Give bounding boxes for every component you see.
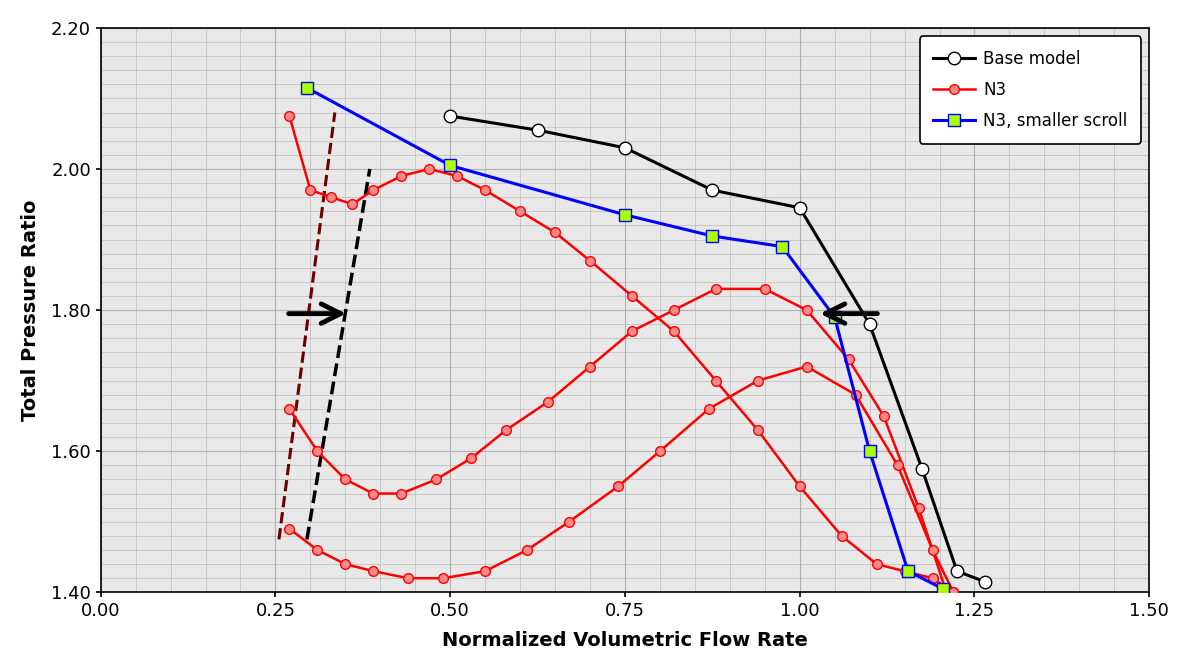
N3	[513, 207, 527, 215]
Base model	[915, 465, 929, 473]
N3	[303, 186, 318, 194]
Base model	[531, 126, 545, 134]
N3	[897, 567, 912, 575]
N3, smaller scroll	[901, 567, 915, 575]
N3	[834, 532, 848, 540]
N3, smaller scroll	[300, 84, 314, 92]
Y-axis label: Total Pressure Ratio: Total Pressure Ratio	[21, 199, 39, 421]
X-axis label: Normalized Volumetric Flow Rate: Normalized Volumetric Flow Rate	[441, 631, 808, 650]
N3	[547, 228, 562, 236]
N3	[282, 112, 296, 120]
N3	[666, 327, 681, 336]
N3	[870, 560, 884, 568]
Base model	[978, 578, 992, 586]
Base model	[863, 320, 877, 328]
N3, smaller scroll	[827, 313, 841, 321]
N3, smaller scroll	[863, 447, 877, 455]
N3	[478, 186, 493, 194]
Base model	[950, 567, 964, 575]
N3	[926, 574, 940, 582]
N3	[450, 172, 464, 180]
N3	[793, 482, 807, 491]
Legend: Base model, N3, N3, smaller scroll: Base model, N3, N3, smaller scroll	[920, 36, 1141, 144]
N3	[324, 193, 338, 201]
N3	[751, 426, 765, 434]
Base model	[706, 186, 720, 194]
N3, smaller scroll	[935, 585, 950, 593]
N3	[394, 172, 408, 180]
N3	[583, 257, 597, 265]
N3	[709, 376, 724, 384]
Line: N3, smaller scroll: N3, smaller scroll	[301, 82, 950, 595]
N3	[345, 200, 359, 208]
N3	[946, 588, 960, 597]
N3, smaller scroll	[775, 242, 789, 250]
Base model	[793, 204, 807, 212]
Base model	[443, 112, 457, 120]
N3	[422, 165, 437, 173]
N3, smaller scroll	[618, 211, 632, 219]
Line: Base model: Base model	[444, 110, 991, 588]
N3, smaller scroll	[443, 162, 457, 170]
N3	[625, 292, 639, 300]
Line: N3: N3	[284, 111, 958, 597]
Base model	[618, 144, 632, 152]
N3	[367, 186, 381, 194]
N3, smaller scroll	[706, 232, 720, 240]
